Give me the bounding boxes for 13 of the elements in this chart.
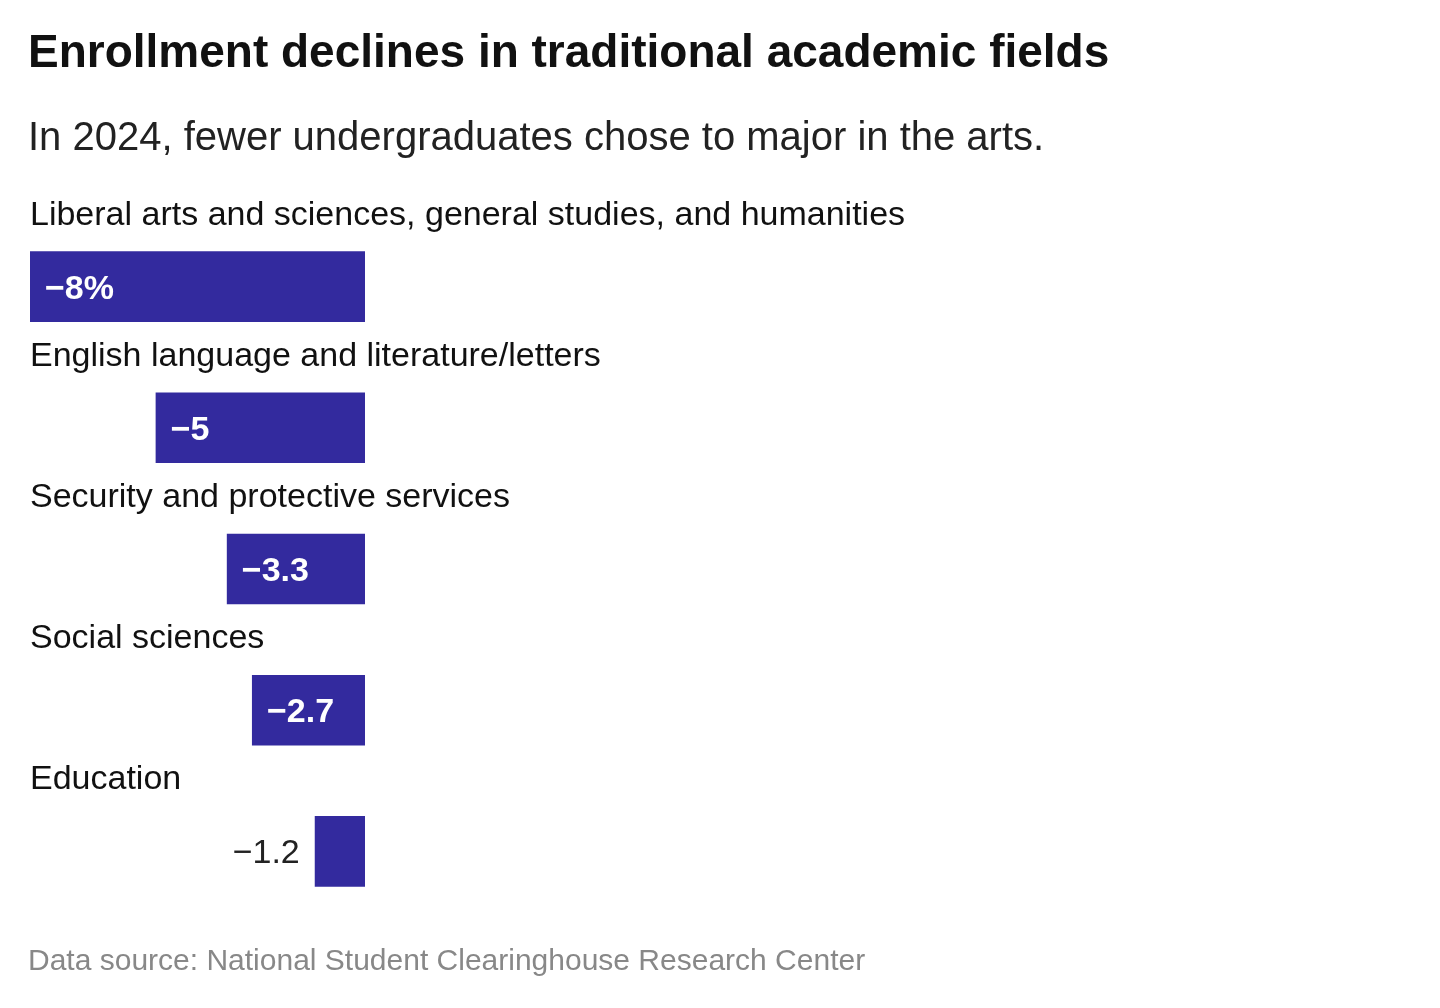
data-label: −5 xyxy=(170,408,210,447)
data-label: −1.2 xyxy=(232,832,300,871)
text: In 2024, fewer undergraduates chose to major in the arts. xyxy=(28,114,1045,158)
y-tick-label: English language and literature/letters xyxy=(30,334,601,373)
y-tick-label: Security and protective services xyxy=(30,476,510,514)
y-tick-label: Liberal arts and sciences, general studies, and humanities xyxy=(30,193,906,232)
data-label: −8% xyxy=(45,267,114,306)
source-note: Data source: National Student Clearinghouse Research Center xyxy=(28,942,866,976)
y-tick-label: Social sciences xyxy=(30,617,265,656)
text: Enrollment declines in traditional academic fields xyxy=(28,25,1110,77)
data-label: −3.3 xyxy=(241,550,309,588)
data-label: −2.7 xyxy=(266,691,335,730)
y-tick-label: Education xyxy=(30,758,182,797)
